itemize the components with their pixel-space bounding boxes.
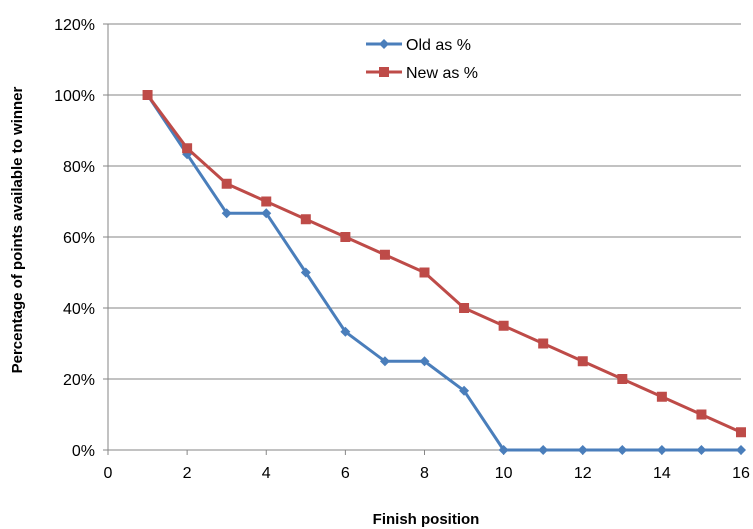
data-point-1-0	[142, 90, 153, 100]
data-point-1-14	[696, 409, 707, 420]
data-point-0-15	[736, 445, 746, 455]
x-tick-label-7: 14	[653, 465, 671, 482]
series	[142, 90, 746, 455]
x-tick-label-0: 0	[104, 465, 113, 482]
data-point-0-13	[656, 445, 667, 455]
data-point-1-13	[656, 391, 667, 402]
data-point-0-11	[577, 445, 588, 455]
y-tick-label-3: 60%	[63, 230, 95, 247]
x-axis-title: Finish position	[373, 511, 480, 528]
data-point-1-15	[736, 427, 746, 438]
series-1	[142, 90, 746, 438]
legend-marker-1	[379, 67, 389, 77]
y-tick-label-6: 120%	[54, 17, 95, 34]
legend-label-0: Old as %	[406, 37, 471, 54]
legend: Old as % New as %	[366, 37, 478, 82]
x-tick-label-8: 16	[732, 465, 750, 482]
data-point-1-3	[261, 196, 272, 207]
data-point-1-5	[340, 232, 351, 242]
x-tick-label-6: 12	[574, 465, 592, 482]
legend-marker-0	[379, 39, 389, 49]
y-tick-labels: 0% 20% 40% 60% 80% 100% 120%	[54, 17, 95, 460]
data-point-1-6	[379, 249, 390, 260]
x-tick-label-4: 8	[420, 465, 429, 482]
x-tick-label-5: 10	[495, 465, 513, 482]
y-tick-label-0: 0%	[72, 443, 95, 460]
series-line-1	[146, 94, 742, 434]
data-point-0-2	[221, 208, 232, 219]
data-point-0-5	[340, 326, 351, 337]
data-point-1-11	[577, 356, 588, 367]
data-point-1-2	[221, 178, 232, 189]
data-point-1-12	[617, 374, 628, 384]
x-tick-label-1: 2	[183, 465, 192, 482]
data-point-1-8	[459, 303, 470, 313]
y-tick-label-5: 100%	[54, 88, 95, 105]
series-line-0	[146, 94, 741, 452]
data-point-0-14	[696, 445, 707, 455]
data-point-1-10	[538, 338, 549, 349]
data-point-0-4	[300, 267, 311, 278]
data-point-0-7	[419, 356, 430, 367]
y-tick-label-2: 40%	[63, 301, 95, 318]
data-point-0-6	[379, 356, 390, 367]
y-tick-label-1: 20%	[63, 372, 95, 389]
data-point-1-1	[182, 143, 193, 154]
data-point-0-9	[498, 445, 509, 455]
data-point-0-10	[538, 445, 549, 455]
data-point-0-3	[261, 208, 272, 219]
data-point-1-4	[300, 214, 311, 225]
legend-label-1: New as %	[406, 65, 478, 82]
x-tick-label-3: 6	[341, 465, 350, 482]
data-point-1-7	[419, 267, 430, 278]
x-tick-label-2: 4	[262, 465, 271, 482]
data-point-1-9	[498, 320, 509, 331]
data-point-0-12	[617, 445, 628, 455]
y-tick-label-4: 80%	[63, 159, 95, 176]
x-tick-labels: 0 2 4 6 8 10 12 14 16	[104, 465, 750, 482]
series-0	[142, 90, 746, 455]
gridlines	[108, 23, 741, 380]
data-point-0-8	[459, 385, 470, 396]
y-axis-title: Percentage of points available to winner	[9, 86, 26, 373]
